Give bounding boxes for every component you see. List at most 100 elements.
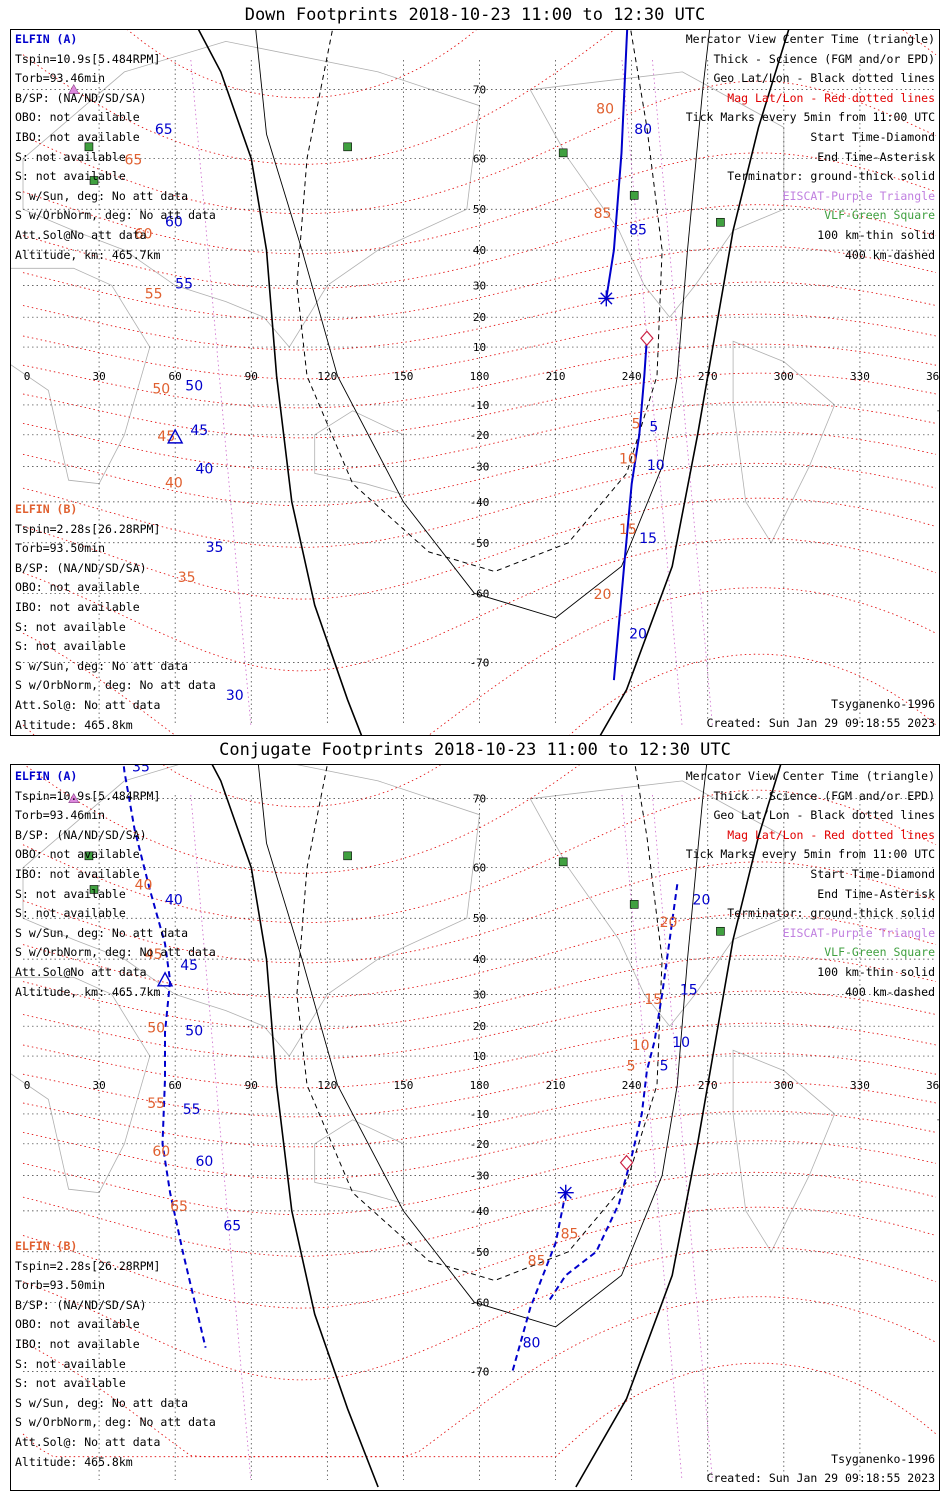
legend-line: Altitude: 465.8km — [15, 717, 133, 732]
mag-lat-line — [22, 789, 937, 923]
lat-tick-label: -40 — [470, 496, 490, 509]
track-tick-label: 45 — [157, 429, 175, 445]
track-elfin-a — [122, 765, 207, 1348]
lon-tick-label: 0 — [24, 1079, 31, 1092]
track-tick-label: 65 — [124, 152, 142, 168]
legend-line: Terminator: ground-thick solid — [727, 906, 935, 921]
track-tick-label: 20 — [594, 587, 612, 603]
vlf-station-marker — [558, 857, 568, 867]
lon-tick-label: 60 — [169, 1079, 182, 1092]
down-footprints-map: 70 60 50 40 30 20 10 -10 -20 -30 -40 -50 -60 -70 0 30 60… — [10, 29, 940, 736]
start-time-diamond — [619, 1154, 634, 1171]
legend-line: S: not available — [15, 1356, 126, 1371]
legend-line: OBO: not available — [15, 1317, 140, 1332]
lat-tick-label: -50 — [470, 1246, 490, 1259]
lon-tick-label: 180 — [470, 370, 490, 383]
legend-line: S w/OrbNorm, deg: No att data — [15, 945, 216, 960]
end-time-asterisk — [557, 1184, 574, 1201]
lat-tick-label: 50 — [473, 203, 486, 216]
lon-tick-label: 90 — [245, 370, 258, 383]
sun-icon — [937, 403, 939, 418]
track-tick-label: 20 — [660, 915, 678, 931]
mag-lat-line — [22, 343, 937, 409]
legend-line: Start Time-Diamond — [810, 129, 935, 144]
terminators — [211, 765, 782, 1488]
legend-line: B/SP: (NA/ND/SD/SA) — [15, 827, 147, 842]
legend-line: S w/OrbNorm, deg: No att data — [15, 1415, 216, 1430]
land-outline — [11, 976, 151, 1194]
track-tick-label: 85 — [561, 1227, 579, 1243]
lon-tick-label: 330 — [850, 1079, 870, 1092]
created-label: Created: Sun Jan 29 09:18:55 2023 — [706, 1471, 935, 1485]
legend-line: IBO: not available — [15, 1336, 140, 1351]
land-outline — [11, 267, 151, 485]
track-tick-label: 10 — [672, 1035, 690, 1051]
lon-tick-label: 150 — [393, 1079, 413, 1092]
legend-right: Mercator View Center Time (triangle) Thic… — [686, 30, 935, 265]
legend-elfin-a: ELFIN (A) Tspin=10.9s[5.484RPM] Torb=93.4… — [15, 30, 216, 265]
track-tick-label: 40 — [165, 475, 183, 491]
lon-tick-label: 330 — [850, 370, 870, 383]
track-tick-label: 80 — [634, 122, 652, 138]
vlf-station-marker — [558, 148, 568, 158]
panel-title: Down Footprints 2018-10-23 11:00 to 12:3… — [244, 5, 706, 25]
legend-line: B/SP: (NA/ND/SD/SA) — [15, 560, 147, 575]
vlf-station-marker — [84, 851, 94, 861]
lat-tick-label: -30 — [470, 1170, 490, 1183]
legend-line: Att.Sol@No att data — [15, 964, 147, 979]
land-outline — [529, 71, 785, 318]
track-tick-label: 80 — [523, 1336, 541, 1352]
track-tick-label: 45 — [180, 958, 198, 974]
vlf-station-marker — [84, 142, 94, 152]
legend-line: Att.Sol@: No att data — [15, 1434, 161, 1449]
lat-tick-label: 30 — [473, 988, 486, 1001]
track-tick-label: 50 — [185, 378, 203, 394]
track-tick-label: 55 — [175, 277, 193, 293]
lon-tick-label: 0 — [24, 370, 31, 383]
lat-tick-label: 70 — [473, 84, 486, 97]
legend-line: B/SP: (NA/ND/SD/SA) — [15, 1297, 147, 1312]
track-tick-label: 65 — [155, 122, 173, 138]
lon-tick-label: 240 — [622, 370, 642, 383]
legend-line: S: not available — [15, 906, 126, 921]
lat-tick-label: -70 — [470, 1365, 490, 1378]
lon-tick-label: 300 — [774, 1079, 794, 1092]
terminator-100km — [255, 30, 711, 619]
created-label: Created: Sun Jan 29 09:18:55 2023 — [706, 716, 935, 730]
track-tick-label: 80 — [596, 101, 614, 117]
legend-line: Tick Marks every 5min from 11:00 UTC — [685, 110, 935, 125]
legend-line: Torb=93.46min — [15, 71, 106, 86]
sun-icon — [937, 1112, 939, 1127]
legend-line: Altitude, km: 465.7km — [15, 247, 161, 262]
legend-line: S w/Sun, deg: No att data — [15, 658, 189, 673]
track-tick-label: 60 — [152, 1144, 170, 1160]
eiscat-marker — [68, 84, 80, 94]
track-tick-label: 15 — [680, 982, 698, 998]
end-time-asterisk — [598, 290, 615, 307]
vlf-station-marker — [89, 885, 99, 894]
legend-line: S w/Sun, deg: No att data — [15, 188, 189, 203]
legend-line: Torb=93.46min — [15, 808, 106, 823]
orbit-tracks — [606, 30, 648, 681]
land-outline — [314, 1119, 404, 1205]
mag-lat-line — [22, 30, 937, 165]
mag-grid — [22, 765, 937, 1481]
track-tick-label: 40 — [165, 892, 183, 908]
legend-line: S: not available — [15, 1376, 126, 1391]
mag-lat-line — [22, 462, 937, 548]
view-center-triangle — [156, 971, 174, 987]
lon-tick-label: 360 — [926, 370, 939, 383]
terminator-thick — [599, 30, 790, 735]
vlf-station-marker — [629, 191, 639, 200]
conjugate-footprints-map: 70 60 50 40 30 20 10 -10 -20 -30 -40 -50 -60 -70 0 30 60… — [10, 764, 940, 1491]
legend-line: Tick Marks every 5min from 11:00 UTC — [685, 847, 935, 862]
track-tick-label: 65 — [170, 1199, 188, 1215]
orbit-tracks — [122, 765, 679, 1372]
legend-line: S: not available — [15, 639, 126, 654]
vlf-station-marker — [716, 926, 725, 936]
model-label: Tsyganenko-1996 — [831, 697, 935, 711]
track-tick-label: 5 — [627, 1059, 636, 1075]
legend-line: IBO: not available — [15, 599, 140, 614]
track-tick-label: 60 — [135, 227, 153, 243]
legend-line: VLF-Green Square — [824, 208, 935, 223]
